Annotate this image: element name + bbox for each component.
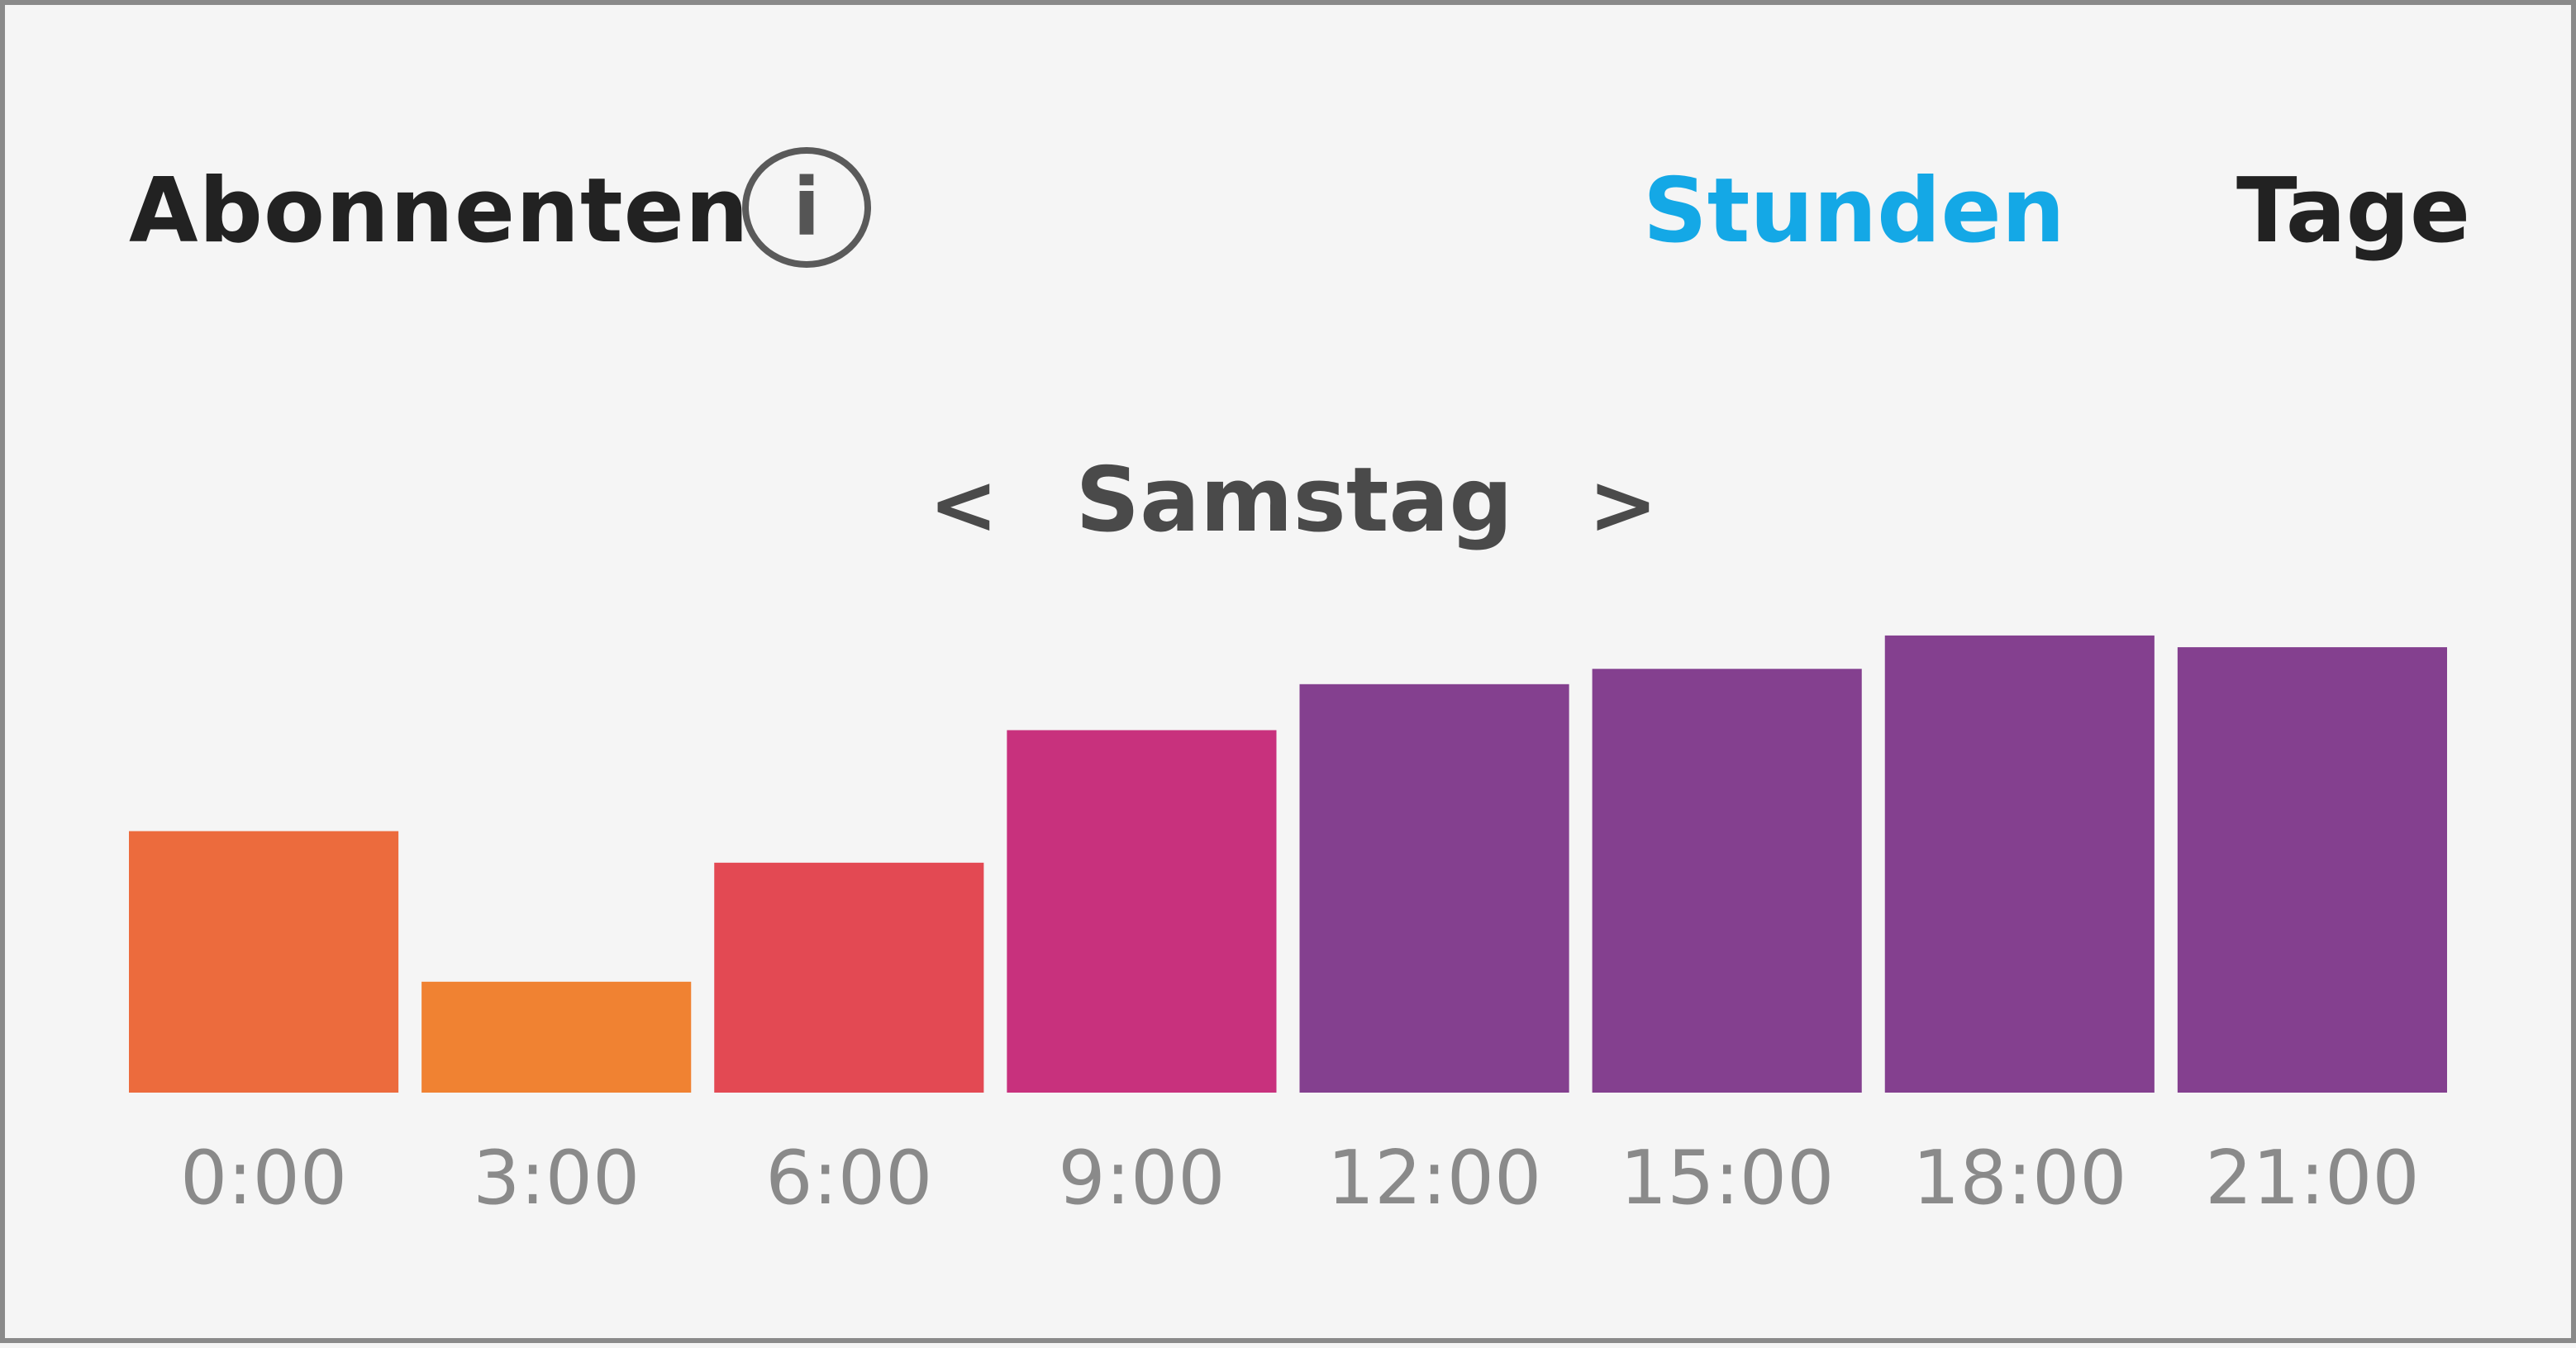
bar-21-00 xyxy=(2177,647,2447,1093)
bar-9-00 xyxy=(1007,730,1277,1093)
next-day-button[interactable]: > xyxy=(1588,456,1658,553)
tab-days[interactable]: Tage xyxy=(2236,160,2471,263)
x-tick-label: 0:00 xyxy=(180,1135,347,1222)
x-tick-label: 3:00 xyxy=(473,1135,640,1222)
info-glyph: i xyxy=(793,161,821,254)
x-tick-label: 6:00 xyxy=(765,1135,932,1222)
bar-12-00 xyxy=(1299,684,1569,1093)
previous-day-button[interactable]: < xyxy=(929,456,998,553)
day-label: Samstag xyxy=(1075,449,1513,552)
x-tick-label: 9:00 xyxy=(1058,1135,1225,1222)
bar-18-00 xyxy=(1884,635,2155,1093)
info-icon[interactable]: i xyxy=(742,147,871,268)
card-title: Abonnenten xyxy=(129,160,750,263)
hourly-bar-chart: 0:00 3:00 6:00 9:00 12:00 15:00 18:00 21:00 xyxy=(129,635,2447,1222)
x-tick-label: 15:00 xyxy=(1620,1135,1834,1222)
bar-6-00 xyxy=(714,862,984,1093)
tab-hours[interactable]: Stunden xyxy=(1643,160,2065,263)
bar-15-00 xyxy=(1592,669,1862,1093)
x-tick-label: 21:00 xyxy=(2205,1135,2419,1222)
bar-3-00 xyxy=(421,981,692,1093)
x-tick-label: 18:00 xyxy=(1912,1135,2126,1222)
x-tick-label: 12:00 xyxy=(1327,1135,1541,1222)
bar-0-00 xyxy=(129,831,399,1093)
